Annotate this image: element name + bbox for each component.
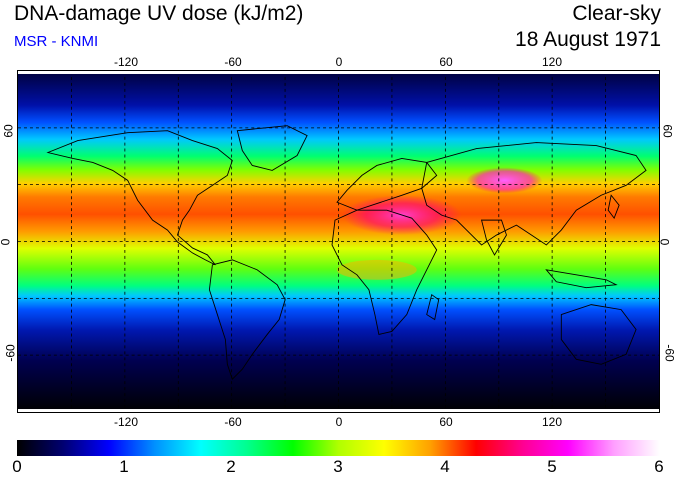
colorbar-label: 3 bbox=[333, 457, 343, 476]
date-label: 18 August 1971 bbox=[515, 28, 661, 51]
lon-tick-top: -120 bbox=[113, 55, 139, 69]
lon-tick-top: 60 bbox=[439, 55, 453, 69]
sky-condition-label: Clear-sky bbox=[572, 2, 661, 25]
colorbar-label: 2 bbox=[226, 457, 236, 476]
colorbar-label: 4 bbox=[440, 457, 450, 476]
colorbar-label: 1 bbox=[119, 457, 129, 476]
graticule bbox=[18, 71, 659, 412]
lat-tick-right: 60 bbox=[660, 124, 675, 138]
colorbar-label: 0 bbox=[12, 457, 22, 476]
lon-tick-top: 0 bbox=[335, 55, 343, 69]
credit-label: MSR - KNMI bbox=[14, 33, 99, 50]
tibet-hotspot bbox=[466, 167, 543, 194]
lon-tick-bottom: -60 bbox=[224, 415, 242, 429]
lat-tick-right: -60 bbox=[662, 344, 677, 362]
lon-tick-bottom: 120 bbox=[541, 415, 563, 429]
lon-tick-bottom: 60 bbox=[439, 415, 453, 429]
lon-tick-top: -60 bbox=[224, 55, 242, 69]
lon-tick-bottom: -120 bbox=[113, 415, 139, 429]
frame-ticks bbox=[18, 71, 659, 412]
uv-dose-map bbox=[17, 70, 660, 413]
coastlines bbox=[46, 125, 647, 381]
chart-title: DNA-damage UV dose (kJ/m2) bbox=[14, 2, 304, 25]
lat-tick-left: 0 bbox=[0, 239, 12, 246]
lon-tick-bottom: 0 bbox=[335, 415, 343, 429]
colorbar bbox=[17, 440, 660, 456]
colorbar-label: 6 bbox=[654, 457, 664, 476]
colorbar-label: 5 bbox=[547, 457, 557, 476]
lat-tick-left: -60 bbox=[3, 344, 18, 362]
lon-tick-top: 120 bbox=[541, 55, 563, 69]
lat-tick-left: 60 bbox=[1, 124, 16, 138]
